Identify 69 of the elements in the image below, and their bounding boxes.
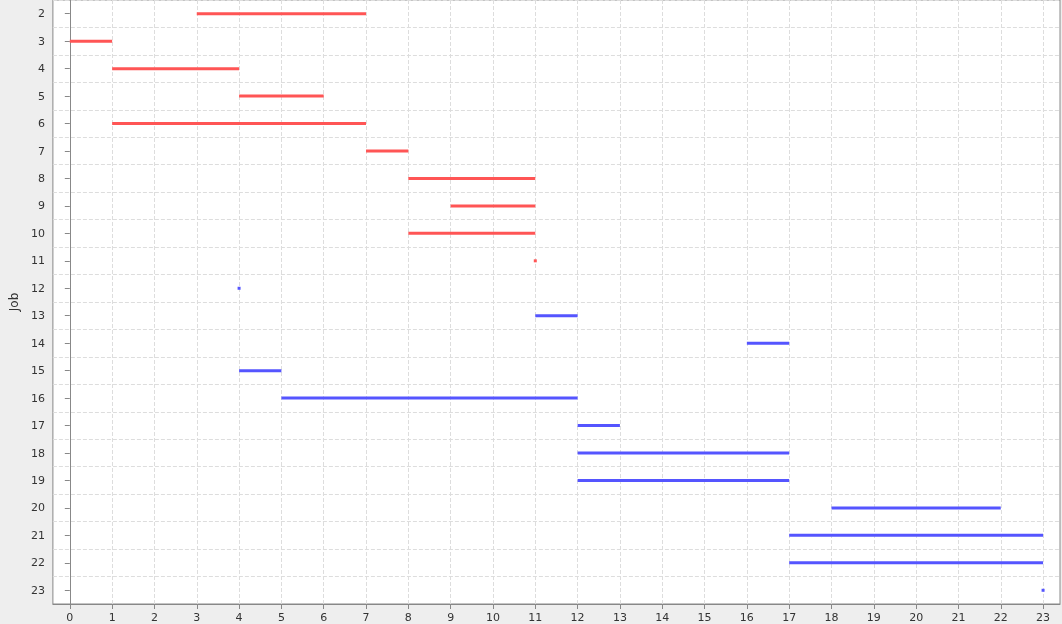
x-tick-label: 13 <box>612 611 627 624</box>
y-tick-label: 18 <box>30 446 45 460</box>
y-tick-label: 17 <box>30 419 45 433</box>
y-tick-label: 19 <box>30 473 45 487</box>
y-tick-label: 10 <box>30 226 45 240</box>
y-axis-title: Job <box>7 292 21 313</box>
bar <box>237 286 241 290</box>
bar <box>450 204 536 208</box>
bar <box>112 122 367 126</box>
bar <box>196 12 367 16</box>
bar <box>69 39 113 43</box>
bar <box>1041 588 1045 592</box>
y-tick-label: 8 <box>37 171 45 185</box>
y-tick-label: 12 <box>30 281 45 295</box>
bar <box>408 231 536 235</box>
x-tick-label: 23 <box>1036 611 1051 624</box>
bar <box>408 176 536 180</box>
y-tick-label: 7 <box>37 144 45 158</box>
bar <box>577 451 790 455</box>
x-tick-label: 2 <box>150 611 158 624</box>
y-tick-label: 6 <box>37 117 45 131</box>
x-tick-label: 6 <box>320 611 328 624</box>
x-tick-label: 3 <box>193 611 201 624</box>
bar <box>577 478 790 482</box>
y-tick-label: 11 <box>30 254 45 268</box>
x-tick-label: 14 <box>655 611 670 624</box>
y-tick-label: 5 <box>37 89 45 103</box>
x-tick-label: 8 <box>404 611 412 624</box>
x-tick-label: 0 <box>66 611 74 624</box>
x-tick-label: 11 <box>528 611 543 624</box>
bar <box>831 506 1001 510</box>
bar <box>789 561 1044 565</box>
x-tick-label: 21 <box>951 611 966 624</box>
x-tick-label: 15 <box>697 611 712 624</box>
bar <box>535 314 578 318</box>
x-tick-label: 7 <box>362 611 370 624</box>
x-tick-label: 20 <box>909 611 924 624</box>
x-tick-label: 12 <box>570 611 585 624</box>
x-tick-label: 22 <box>993 611 1008 624</box>
x-tick-label: 9 <box>447 611 455 624</box>
y-tick-label: 13 <box>30 309 45 323</box>
bar <box>789 533 1044 537</box>
bar <box>281 396 578 400</box>
x-tick-label: 18 <box>824 611 839 624</box>
y-tick-label: 15 <box>30 364 45 378</box>
bar <box>577 424 620 428</box>
x-tick-label: 19 <box>866 611 881 624</box>
bar <box>239 369 282 373</box>
bar <box>239 94 324 98</box>
y-tick-label: 16 <box>30 391 45 405</box>
x-tick-label: 16 <box>739 611 754 624</box>
bar <box>746 341 790 345</box>
y-tick-label: 22 <box>30 556 45 570</box>
y-tick-label: 2 <box>37 7 45 21</box>
y-tick-label: 21 <box>30 528 45 542</box>
y-tick-label: 20 <box>30 501 45 515</box>
y-tick-label: 4 <box>37 62 45 76</box>
y-tick-label: 9 <box>37 199 45 213</box>
y-tick-label: 23 <box>30 583 45 597</box>
y-tick-label: 3 <box>37 34 45 48</box>
bar <box>112 67 240 71</box>
x-tick-label: 4 <box>235 611 243 624</box>
x-tick-label: 17 <box>782 611 797 624</box>
x-tick-label: 10 <box>485 611 500 624</box>
x-tick-label: 5 <box>277 611 285 624</box>
y-tick-label: 14 <box>30 336 45 350</box>
x-tick-label: 1 <box>108 611 116 624</box>
bar <box>533 259 537 263</box>
bar <box>366 149 409 153</box>
